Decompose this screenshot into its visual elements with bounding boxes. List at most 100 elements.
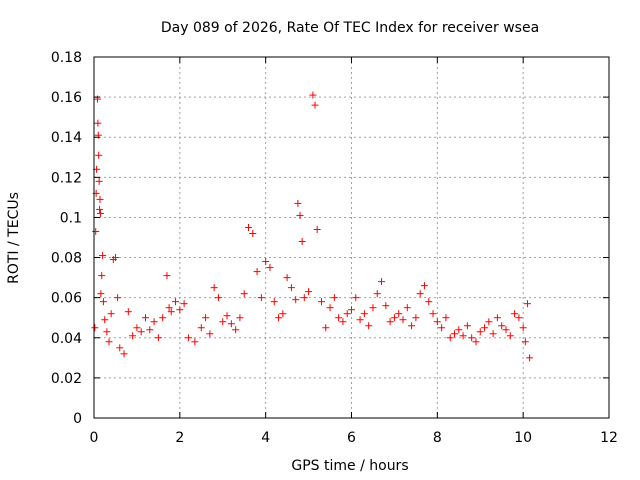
y-tick-label: 0.14 xyxy=(51,130,82,146)
data-point xyxy=(206,330,214,338)
data-point xyxy=(105,338,113,346)
y-tick-label: 0.1 xyxy=(60,210,82,226)
data-point xyxy=(498,322,506,330)
data-point xyxy=(176,306,184,314)
data-point xyxy=(96,205,104,213)
data-point xyxy=(296,211,304,219)
data-point xyxy=(523,300,531,308)
data-point xyxy=(223,312,231,320)
data-point xyxy=(197,324,205,332)
data-point xyxy=(493,314,501,322)
data-point xyxy=(137,328,145,336)
data-point xyxy=(369,304,377,312)
data-point xyxy=(356,316,364,324)
data-point xyxy=(408,322,416,330)
data-point xyxy=(95,177,103,185)
data-point xyxy=(99,298,107,306)
data-point xyxy=(97,290,105,298)
data-point xyxy=(521,338,529,346)
data-point xyxy=(184,334,192,342)
data-point xyxy=(240,290,248,298)
data-point xyxy=(502,326,510,334)
y-tick-label: 0.16 xyxy=(51,90,82,106)
data-point xyxy=(506,332,514,340)
data-point xyxy=(399,316,407,324)
data-point xyxy=(103,328,111,336)
data-point xyxy=(287,284,295,292)
data-point xyxy=(463,322,471,330)
data-point xyxy=(433,318,441,326)
data-point xyxy=(101,316,109,324)
data-point xyxy=(442,314,450,322)
data-point xyxy=(489,330,497,338)
data-point xyxy=(227,320,235,328)
data-point xyxy=(214,294,222,302)
x-tick-label: 6 xyxy=(347,430,356,446)
x-tick-label: 4 xyxy=(261,430,270,446)
data-point xyxy=(403,304,411,312)
x-tick-label: 0 xyxy=(90,430,99,446)
x-tick-label: 12 xyxy=(600,430,618,446)
data-point xyxy=(150,318,158,326)
data-point xyxy=(446,334,454,342)
data-point xyxy=(219,318,227,326)
data-point xyxy=(92,227,100,235)
data-point xyxy=(236,314,244,322)
y-tick-label: 0 xyxy=(73,411,82,427)
data-point xyxy=(279,310,287,318)
data-point xyxy=(322,324,330,332)
data-point xyxy=(311,101,319,109)
data-point xyxy=(114,294,122,302)
y-tick-label: 0.06 xyxy=(51,291,82,307)
data-point xyxy=(270,298,278,306)
data-point xyxy=(96,209,104,217)
data-point xyxy=(485,318,493,326)
data-point xyxy=(96,195,104,203)
data-point xyxy=(159,314,167,322)
data-point xyxy=(94,119,102,127)
data-point xyxy=(390,314,398,322)
data-point xyxy=(172,298,180,306)
data-point xyxy=(382,302,390,310)
data-point xyxy=(163,272,171,280)
data-point xyxy=(373,290,381,298)
data-point xyxy=(511,310,519,318)
data-point xyxy=(343,310,351,318)
data-point xyxy=(95,151,103,159)
data-point xyxy=(378,278,386,286)
y-axis-title: ROTI / TECUs xyxy=(6,192,22,284)
data-point xyxy=(253,268,261,276)
data-point xyxy=(455,326,463,334)
data-point xyxy=(232,326,240,334)
data-point xyxy=(111,254,119,262)
data-point xyxy=(526,354,534,362)
data-point xyxy=(283,274,291,282)
data-point xyxy=(262,258,270,266)
data-point xyxy=(165,304,173,312)
data-point xyxy=(142,314,149,322)
data-point xyxy=(124,308,132,316)
data-points xyxy=(91,91,534,362)
data-point xyxy=(202,314,210,322)
data-point xyxy=(305,288,313,296)
data-point xyxy=(91,324,99,332)
data-point xyxy=(317,298,325,306)
data-point xyxy=(481,324,489,332)
data-point xyxy=(459,332,467,340)
data-point xyxy=(360,310,368,318)
data-point xyxy=(476,328,484,336)
data-point xyxy=(120,350,128,358)
data-point xyxy=(330,294,338,302)
data-point xyxy=(116,344,124,352)
data-point xyxy=(335,314,343,322)
data-point xyxy=(429,310,437,318)
data-point xyxy=(257,294,265,302)
data-point xyxy=(98,272,106,280)
chart-title: Day 089 of 2026, Rate Of TEC Index for r… xyxy=(161,20,539,36)
data-point xyxy=(386,318,394,326)
data-point xyxy=(133,324,141,332)
data-point xyxy=(425,298,433,306)
data-point xyxy=(515,314,523,322)
data-point xyxy=(107,310,115,318)
